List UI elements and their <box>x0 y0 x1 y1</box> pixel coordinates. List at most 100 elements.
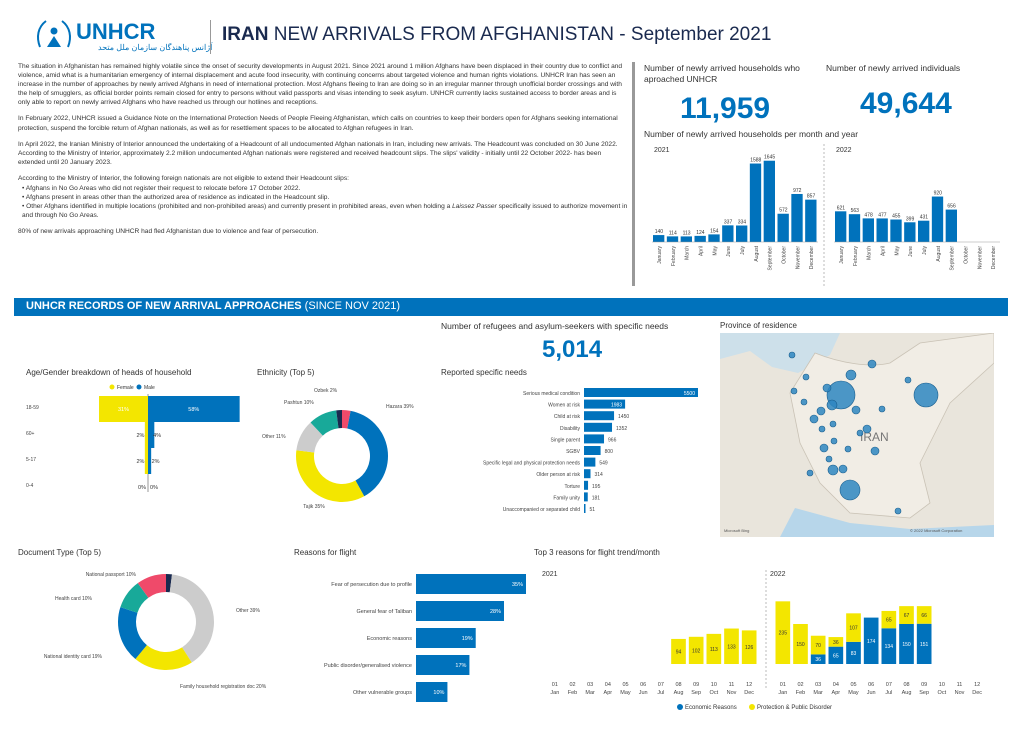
trend-bar-economic <box>916 623 932 664</box>
reasons-value-label: 10% <box>433 690 444 696</box>
agegender-bar-male-60+ <box>148 422 155 448</box>
monthly-bar-2021-March <box>680 236 692 242</box>
map-province-bubble[interactable] <box>894 507 902 515</box>
logo-text: UNHCR <box>76 19 156 44</box>
trend-bar-protection <box>775 601 791 664</box>
reasons-bar-1 <box>416 601 504 621</box>
map-province-bubble[interactable] <box>904 376 912 384</box>
map-province-bubble[interactable] <box>867 359 877 369</box>
map-province-bubble[interactable] <box>788 351 796 359</box>
map-province-bubble[interactable] <box>825 455 833 463</box>
specific-value-label: 195 <box>592 484 601 490</box>
monthly-bar-2021-October <box>777 213 789 242</box>
trend-protection-label: 66 <box>921 613 927 619</box>
agegender-category: 5-17 <box>26 457 36 463</box>
specific-value-label: 966 <box>608 437 617 443</box>
map-province-bubble[interactable] <box>806 469 814 477</box>
ethnicity-slice-3 <box>296 422 323 453</box>
reasons-value-label: 17% <box>455 663 466 669</box>
trend-economic-label: 83 <box>851 651 857 657</box>
trend-bar-economic <box>828 646 844 664</box>
specific-category: Older person at risk <box>536 472 580 478</box>
specific-bar-9 <box>584 492 588 502</box>
map-province-bubble[interactable] <box>913 382 939 408</box>
map-province-bubble[interactable] <box>844 445 852 453</box>
map-province-bubble[interactable] <box>826 399 838 411</box>
map-province-bubble[interactable] <box>878 405 886 413</box>
document-slice-2 <box>135 645 192 670</box>
map-province-bubble[interactable] <box>839 479 861 501</box>
reasons-category: General fear of Taliban <box>356 609 412 615</box>
section-title-rest: (SINCE NOV 2021) <box>301 300 401 312</box>
intro-bullet-3b: specifically issued to authorize movemen… <box>22 203 628 220</box>
map-province-bubble[interactable] <box>845 369 857 381</box>
trend-month-abbr: Nov <box>955 690 965 696</box>
trend-month-num: 08 <box>675 682 681 688</box>
map-province-bubble[interactable] <box>809 414 819 424</box>
trend-protection-label: 107 <box>849 626 858 632</box>
agegender-female-label: 0% <box>138 485 146 491</box>
reasons-category: Fear of persecution due to profile <box>331 582 412 588</box>
trend-protection-label: 235 <box>779 631 788 637</box>
map-province-bubble[interactable] <box>802 373 810 381</box>
trend-bar-protection <box>741 630 757 664</box>
trend-month-abbr: May <box>848 690 859 696</box>
monthly-tick-label: May <box>712 246 718 256</box>
province-map[interactable]: IRAN Microsoft Bing © 2022 Microsoft Cor… <box>720 333 994 537</box>
ethnicity-label-2: Tajik 35% <box>303 504 325 510</box>
trend-month-abbr: Apr <box>604 690 613 696</box>
agegender-bar-female-60+ <box>144 422 148 448</box>
intro-p3: In April 2022, the Iranian Ministry of I… <box>18 140 618 166</box>
trend-month-num: 06 <box>640 682 646 688</box>
map-province-bubble[interactable] <box>851 405 861 415</box>
reasons-value-label: 35% <box>512 582 523 588</box>
monthly-tick-label: November <box>795 246 801 269</box>
ethnicity-slice-4 <box>310 410 339 436</box>
map-province-bubble[interactable] <box>862 424 872 434</box>
specific-category: Serious medical condition <box>523 391 580 397</box>
trend-month-abbr: Jul <box>657 690 664 696</box>
map-province-bubble[interactable] <box>790 387 798 395</box>
agegender-category: 18-59 <box>26 405 39 411</box>
specific-category: SGBV <box>566 449 581 455</box>
map-province-bubble[interactable] <box>870 446 880 456</box>
map-credit: © 2022 Microsoft Corporation <box>910 528 962 533</box>
map-province-bubble[interactable] <box>816 406 826 416</box>
map-province-bubble[interactable] <box>827 464 839 476</box>
trend-month-num: 07 <box>886 682 892 688</box>
trend-month-abbr: Jul <box>885 690 892 696</box>
monthly-households-chart: 2021 140 January 114 February 113 March 124 Apri… <box>652 144 1000 286</box>
map-province-bubble[interactable] <box>829 420 837 428</box>
monthly-tick-label: September <box>950 246 956 271</box>
specific-label: Number of refugees and asylum-seekers wi… <box>441 321 669 331</box>
map-province-bubble[interactable] <box>822 383 832 393</box>
trend-month-num: 03 <box>587 682 593 688</box>
province-title: Province of residence <box>720 321 797 330</box>
trend-month-num: 03 <box>815 682 821 688</box>
specific-bar-3 <box>584 422 613 432</box>
specific-value-label: 314 <box>595 472 604 478</box>
trend-month-abbr: Aug <box>902 690 912 696</box>
map-province-bubble[interactable] <box>830 437 838 445</box>
trend-protection-label: 65 <box>886 618 892 624</box>
trend-chart: 2021 01 Jan 02 Feb 03 Mar 04 Apr 05 May 06 Jun 07 Jul 9… <box>542 570 982 711</box>
monthly-tick-label: October <box>781 246 787 264</box>
reasons-bar-2 <box>416 628 476 648</box>
map-province-bubble[interactable] <box>838 464 848 474</box>
map-province-bubble[interactable] <box>800 398 808 406</box>
monthly-bar-2022-August <box>931 196 944 242</box>
monthly-value-label: 972 <box>793 188 802 194</box>
specific-value-label: 5500 <box>684 391 695 397</box>
monthly-bar-2021-January <box>653 235 665 242</box>
specific-bar-1 <box>584 399 626 409</box>
trend-month-abbr: Dec <box>972 690 982 696</box>
legend-female-label: Female <box>117 385 134 391</box>
page-title: IRAN NEW ARRIVALS FROM AFGHANISTAN - Sep… <box>222 24 771 46</box>
map-province-bubble[interactable] <box>818 425 826 433</box>
trend-month-abbr: Oct <box>938 690 947 696</box>
agegender-female-label: 2% <box>136 459 144 465</box>
map-province-bubble[interactable] <box>819 443 829 453</box>
monthly-bar-2022-June <box>904 222 916 242</box>
specific-category: Single parent <box>551 437 581 443</box>
map-province-bubble[interactable] <box>856 429 864 437</box>
